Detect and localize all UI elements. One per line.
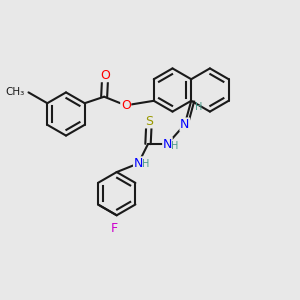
Text: O: O <box>100 69 110 82</box>
Text: O: O <box>121 99 131 112</box>
Text: F: F <box>111 222 118 235</box>
Text: CH₃: CH₃ <box>6 87 25 98</box>
Text: H: H <box>195 102 202 112</box>
Text: N: N <box>180 118 189 131</box>
Text: H: H <box>142 159 149 169</box>
Text: N: N <box>134 157 143 170</box>
Text: N: N <box>163 137 172 151</box>
Text: S: S <box>145 115 153 128</box>
Text: H: H <box>171 140 178 151</box>
